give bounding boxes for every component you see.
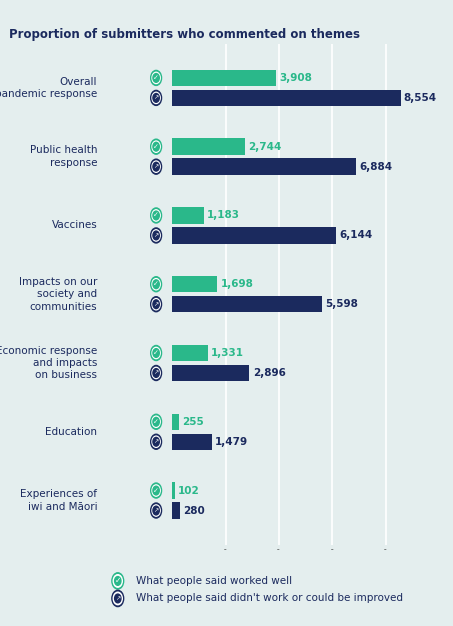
Bar — [172, 158, 356, 175]
Text: 6,884: 6,884 — [359, 162, 392, 172]
Bar — [172, 365, 250, 381]
Text: 1,183: 1,183 — [207, 210, 240, 220]
Text: ✓: ✓ — [153, 281, 159, 287]
Bar — [172, 345, 207, 361]
Text: 3,908: 3,908 — [280, 73, 313, 83]
Text: 1,331: 1,331 — [211, 348, 244, 358]
Text: 5,598: 5,598 — [325, 299, 358, 309]
Bar — [172, 502, 180, 519]
Text: ✓: ✓ — [115, 577, 121, 585]
Text: ↗: ↗ — [154, 371, 159, 376]
Bar — [172, 276, 217, 292]
Text: What people said worked well: What people said worked well — [136, 576, 292, 586]
Text: ✓: ✓ — [153, 350, 159, 356]
Text: 102: 102 — [178, 486, 200, 496]
Text: ✓: ✓ — [153, 488, 159, 493]
Text: 2,896: 2,896 — [253, 368, 285, 378]
Bar — [172, 434, 212, 450]
Text: 6,144: 6,144 — [339, 230, 373, 240]
Bar — [172, 90, 400, 106]
Text: Experiences of
iwi and Māori: Experiences of iwi and Māori — [20, 490, 97, 511]
Text: Vaccines: Vaccines — [52, 220, 97, 230]
Text: ↗: ↗ — [115, 596, 120, 601]
Text: ↗: ↗ — [154, 164, 159, 169]
Text: ↗: ↗ — [154, 508, 159, 513]
Text: Education: Education — [45, 427, 97, 437]
Text: 255: 255 — [182, 417, 204, 427]
Text: 280: 280 — [183, 506, 205, 516]
Text: ✓: ✓ — [153, 75, 159, 81]
Text: Public health
response: Public health response — [30, 145, 97, 168]
Text: ✓: ✓ — [153, 419, 159, 425]
Bar — [172, 296, 322, 312]
Text: Economic response
and impacts
on business: Economic response and impacts on busines… — [0, 346, 97, 381]
Text: 2,744: 2,744 — [249, 141, 282, 151]
Text: ↗: ↗ — [154, 95, 159, 100]
Text: ✓: ✓ — [153, 144, 159, 150]
Bar — [172, 207, 204, 223]
Bar — [172, 227, 336, 244]
Text: ↗: ↗ — [154, 302, 159, 307]
Text: What people said didn't work or could be improved: What people said didn't work or could be… — [136, 593, 403, 603]
Text: 1,479: 1,479 — [215, 437, 248, 447]
Bar — [172, 138, 246, 155]
Text: ↗: ↗ — [154, 439, 159, 444]
Text: Impacts on our
society and
communities: Impacts on our society and communities — [19, 277, 97, 312]
Text: 8,554: 8,554 — [404, 93, 437, 103]
Text: Proportion of submitters who commented on themes: Proportion of submitters who commented o… — [9, 28, 360, 41]
Bar — [172, 69, 276, 86]
Text: ✓: ✓ — [153, 212, 159, 218]
Bar — [172, 482, 175, 499]
Text: ↗: ↗ — [154, 233, 159, 238]
Text: 1,698: 1,698 — [221, 279, 254, 289]
Bar — [172, 414, 179, 430]
Text: Overall
pandemic response: Overall pandemic response — [0, 77, 97, 99]
